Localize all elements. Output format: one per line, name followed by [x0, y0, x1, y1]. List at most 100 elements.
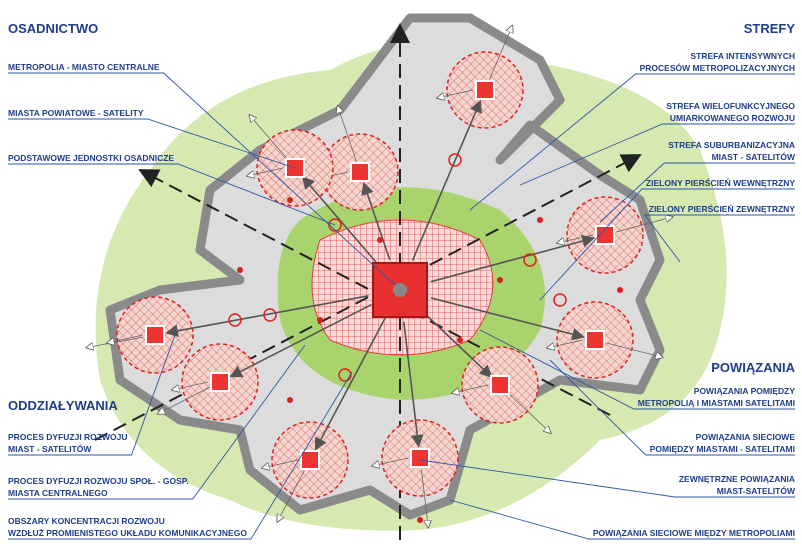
- legend-label: OBSZARY KONCENTRACJI ROZWOJU: [8, 516, 165, 526]
- diffusion-arrow: [249, 115, 288, 160]
- diffusion-arrow: [158, 387, 210, 413]
- diffusion-arrow: [262, 459, 299, 468]
- legend-label: STREFA SUBURBANIZACYJNA: [668, 140, 795, 150]
- leader-line: [643, 214, 795, 263]
- satellite-city: [300, 450, 320, 470]
- satellite-city: [350, 162, 370, 182]
- dot: [617, 287, 623, 293]
- link-arrow: [430, 234, 595, 283]
- legend-label: POWIĄZANIA POMIĘDZY: [694, 386, 796, 396]
- satellite-city: [595, 225, 615, 245]
- satellite-city: [145, 325, 165, 345]
- link-arrow: [402, 321, 424, 448]
- local-unit: [338, 368, 352, 382]
- legend-label: STREFA INTENSYWNYCH: [690, 51, 795, 61]
- local-unit: [553, 293, 567, 307]
- diffusion-arrow: [508, 392, 551, 433]
- section-heading: OSADNICTWO: [8, 21, 98, 36]
- satellite-city: [475, 80, 495, 100]
- diffusion-arrow: [338, 106, 357, 161]
- section-heading: ODDZIAŁYWANIA: [8, 398, 118, 413]
- metropolis-center: [393, 283, 407, 297]
- legend-label: PODSTAWOWE JEDNOSTKI OSADNICZE: [8, 153, 174, 163]
- dot: [237, 267, 243, 273]
- diffusion-arrow: [489, 26, 513, 80]
- diffusion-arrow: [557, 234, 594, 243]
- diffusion-arrow: [452, 384, 489, 393]
- legend-label: POWIĄZANIA SIECIOWE: [696, 432, 796, 442]
- dot: [287, 397, 293, 403]
- section-heading: STREFY: [744, 21, 796, 36]
- leader-line: [8, 72, 396, 286]
- leader-line: [449, 499, 795, 540]
- leader-line: [419, 459, 795, 498]
- section-heading: POWIĄZANIA: [711, 360, 795, 375]
- diffusion-arrow: [421, 469, 428, 528]
- link-arrow: [165, 294, 369, 338]
- legend-label: MIASTA POWIATOWE - SATELITY: [8, 108, 144, 118]
- local-unit: [263, 308, 277, 322]
- dot: [417, 517, 423, 523]
- legend-label: PROCES DYFUZJI ROZWOJU SPOŁ. - GOSP.: [8, 476, 189, 486]
- diffusion-arrow: [437, 89, 474, 98]
- legend-label: POMIĘDZY MIASTAMI - SATELITAMI: [650, 444, 795, 454]
- leader-line: [519, 123, 795, 186]
- diffusion-arrow: [172, 381, 209, 390]
- legend-label: ZEWNĘTRZNE POWIĄZANIA: [679, 474, 795, 484]
- leader-line: [8, 344, 306, 500]
- diffusion-arrow: [547, 339, 584, 348]
- leader-line: [8, 118, 296, 169]
- satellite-city: [410, 448, 430, 468]
- legend-label: MIAST - SATELITÓW: [712, 151, 796, 162]
- legend-label: ZIELONY PIERŚCIEŃ WEWNĘTRZNY: [646, 177, 795, 188]
- legend-label: METROPOLIĄ I MIASTAMI SATELITAMI: [638, 398, 795, 408]
- link-arrow: [361, 181, 391, 260]
- dot: [377, 237, 383, 243]
- diffusion-arrow: [606, 342, 663, 357]
- satellite-city: [490, 375, 510, 395]
- satellite-city: [210, 372, 230, 392]
- leader-line: [539, 188, 795, 301]
- local-unit: [228, 313, 242, 327]
- link-arrow: [301, 175, 380, 267]
- diffusion-arrow: [372, 457, 409, 466]
- map: [86, 13, 727, 540]
- legend-label: UMIARKOWANEGO ROZWOJU: [670, 113, 795, 123]
- leader-line: [599, 162, 795, 223]
- legend-label: MIAST - SATELITÓW: [8, 443, 92, 454]
- legend-label: ZIELONY PIERŚCIEŃ ZEWNĘTRZNY: [649, 203, 796, 214]
- legend-label: MIAST-SATELITÓW: [717, 485, 796, 496]
- legend-label: STREFA WIELOFUNKCYJNEGO: [666, 101, 795, 111]
- satellites: [86, 26, 672, 528]
- link-arrow: [314, 317, 386, 451]
- diffusion-arrow: [107, 334, 144, 343]
- local-unit: [448, 153, 462, 167]
- link-arrow: [430, 297, 585, 341]
- leader-line: [8, 371, 353, 540]
- legend-label: MIASTA CENTRALNEGO: [8, 488, 108, 498]
- legend-label: WZDŁUŻ PROMIENISTEGO UKŁADU KOMUNIKACYJN…: [8, 528, 247, 538]
- leader-line: [8, 163, 336, 226]
- link-arrow: [229, 303, 372, 378]
- legend-label: PROCES DYFUZJI ROZWOJU: [8, 432, 127, 442]
- dot: [457, 337, 463, 343]
- legend-label: PROCESÓW METROPOLIZACYJNYCH: [640, 62, 795, 73]
- diffusion-arrow: [277, 470, 305, 522]
- local-unit: [523, 253, 537, 267]
- link-arrow: [411, 99, 482, 261]
- leader-line: [469, 73, 795, 211]
- dot: [537, 217, 543, 223]
- legend: OSADNICTWO METROPOLIA - MIASTO CENTRALNE M…: [8, 21, 796, 540]
- dot: [287, 197, 293, 203]
- leader-line: [479, 329, 795, 410]
- legend-label: POWIĄZANIA SIECIOWE MIĘDZY METROPOLIAMI: [593, 528, 795, 538]
- dot: [497, 277, 503, 283]
- leader-line: [549, 359, 795, 456]
- diffusion-arrow: [247, 167, 284, 176]
- legend-label: METROPOLIA - MIASTO CENTRALNE: [8, 62, 160, 72]
- dot: [317, 317, 323, 323]
- link-arrow: [422, 311, 493, 378]
- leader-line: [8, 334, 176, 456]
- diffusion-arrow: [616, 217, 673, 233]
